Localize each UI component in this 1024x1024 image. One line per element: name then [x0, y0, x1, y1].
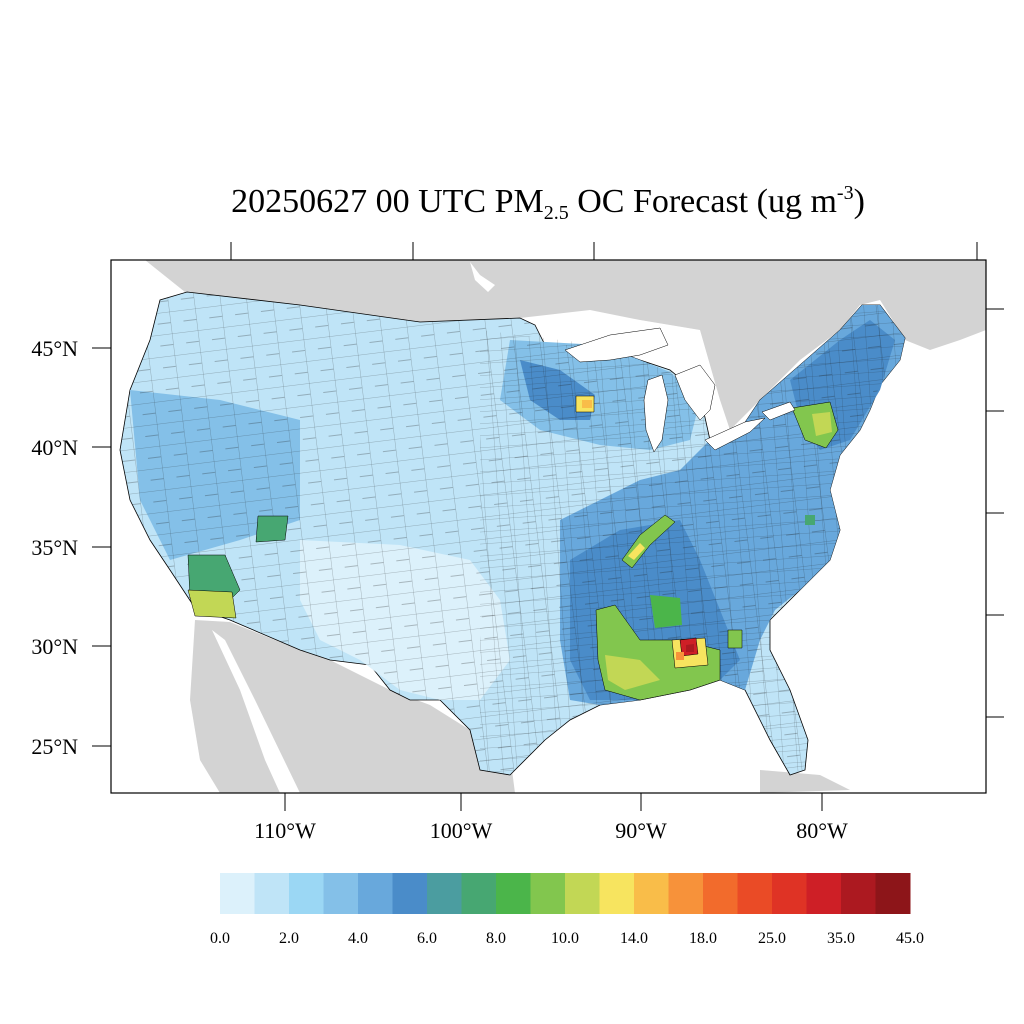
colorbar-box — [530, 873, 566, 914]
lake-superior — [564, 327, 669, 363]
colorbar-box — [737, 873, 773, 914]
canada-land — [145, 260, 986, 430]
colorbar-box — [703, 873, 738, 914]
colorbar-labels: 0.0 2.0 4.0 6.0 8.0 10.0 14.0 18.0 25.0 35.0 45.0 — [210, 930, 924, 947]
colorbar-box — [427, 873, 462, 914]
top-ticks — [230, 242, 978, 260]
hotspot-virginia — [805, 515, 815, 525]
colorbar-box — [496, 873, 531, 914]
hotspot-louisiana-core — [605, 655, 660, 690]
lat-label-30: 30°N — [31, 634, 78, 659]
lake-ontario — [761, 401, 796, 421]
lat-label-40: 40°N — [31, 435, 78, 460]
bottom-ticks — [284, 793, 823, 811]
colorbar-label: 35.0 — [827, 930, 855, 947]
colorbar-box — [806, 873, 842, 914]
lake-michigan — [643, 374, 669, 453]
colorbar-label: 10.0 — [551, 930, 579, 947]
hotspot-alabama-dark-red — [686, 644, 694, 652]
hotspot-georgia — [727, 629, 743, 649]
hotspot-arkansas-core — [628, 543, 645, 560]
colorbar-label: 6.0 — [417, 930, 437, 947]
hotspot-pennsylvania-core — [812, 412, 832, 436]
colorbar-label: 18.0 — [689, 930, 717, 947]
hotspot-wisconsin-core — [582, 400, 592, 408]
colorbar-box — [668, 873, 704, 914]
colorbar-box — [461, 873, 497, 914]
colorbar-label: 45.0 — [896, 930, 924, 947]
colorbar-box — [358, 873, 393, 914]
lon-label-110: 110°W — [254, 818, 316, 843]
colorbar-box — [323, 873, 359, 914]
colorbar-box — [875, 873, 911, 914]
right-ticks — [986, 308, 1004, 718]
hotspot-arizona — [255, 515, 289, 543]
colorbar-box — [841, 873, 876, 914]
colorbar-box — [599, 873, 635, 914]
lake-winnipeg — [470, 262, 495, 292]
lat-label-25: 25°N — [31, 734, 78, 759]
colorbar-box — [392, 873, 428, 914]
hotspot-socal-coast — [187, 589, 237, 619]
colorbar-label: 14.0 — [620, 930, 648, 947]
colorbar-label: 25.0 — [758, 930, 786, 947]
colorbar-box — [565, 873, 600, 914]
colorbar-label: 8.0 — [486, 930, 506, 947]
map-title: 20250627 00 UTC PM2.5 OC Forecast (ug m-… — [231, 182, 865, 224]
lake-huron — [674, 364, 716, 421]
colorbar-box — [254, 873, 290, 914]
colorbar — [220, 873, 911, 914]
lake-erie — [704, 417, 766, 451]
colorbar-box — [220, 873, 255, 914]
colorbar-label: 2.0 — [279, 930, 299, 947]
colorbar-box — [289, 873, 324, 914]
lon-label-90: 90°W — [615, 818, 667, 843]
lat-label-45: 45°N — [31, 336, 78, 361]
cuba-land — [760, 770, 850, 793]
lat-label-35: 35°N — [31, 535, 78, 560]
hotspot-mississippi-green — [650, 595, 682, 628]
map-frame — [110, 259, 987, 794]
baja-gulf — [212, 630, 300, 793]
left-ticks — [92, 347, 111, 747]
lon-label-100: 100°W — [430, 818, 493, 843]
colorbar-box — [634, 873, 669, 914]
colorbar-box — [772, 873, 807, 914]
colorbar-label: 4.0 — [348, 930, 368, 947]
colorbar-label: 0.0 — [210, 930, 230, 947]
lon-label-80: 80°W — [796, 818, 848, 843]
hotspot-alabama-orange — [676, 652, 684, 660]
